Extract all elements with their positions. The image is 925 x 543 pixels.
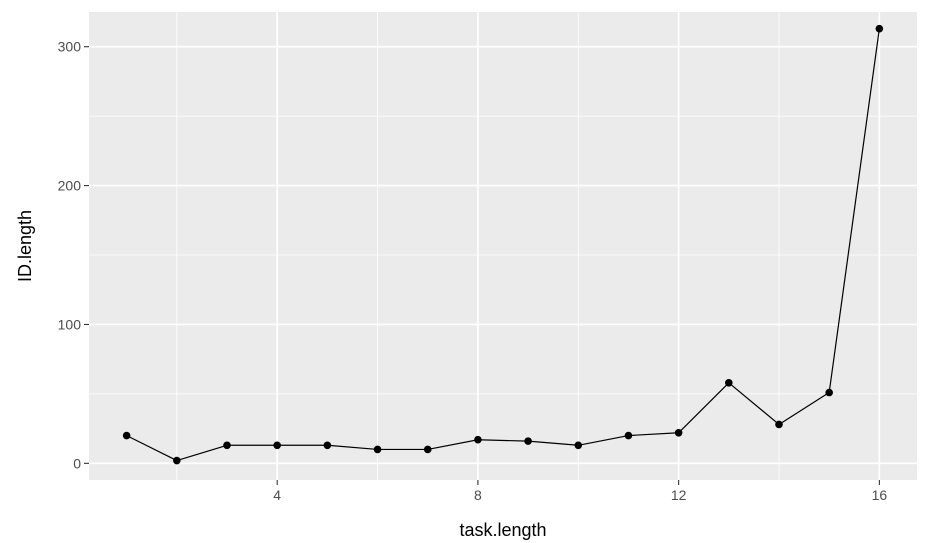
series-lines [126, 28, 880, 462]
series-line-segment [728, 382, 780, 425]
data-point [674, 428, 683, 437]
data-point [725, 378, 733, 387]
data-point [323, 441, 332, 450]
x-tick-label: 8 [474, 487, 482, 503]
series-line-segment [678, 382, 730, 434]
major-grid [89, 12, 917, 480]
series-line-segment [176, 444, 228, 462]
series-line-segment [578, 434, 629, 446]
data-point [173, 456, 181, 465]
data-point [122, 431, 131, 440]
series-line-segment [778, 392, 830, 425]
series-line-segment [628, 432, 679, 437]
plot-panel [89, 12, 917, 480]
data-point [574, 441, 583, 450]
x-tick-label: 12 [671, 487, 687, 503]
data-point [524, 437, 532, 445]
data-point [775, 420, 783, 429]
series-line-segment [828, 28, 880, 393]
y-tick-label: 100 [58, 316, 82, 332]
x-axis-title: task.length [459, 520, 546, 540]
series-line-segment [528, 440, 579, 446]
y-axis: 0 100 200 300 [58, 39, 89, 471]
minor-grid [89, 12, 917, 480]
x-axis: 4 8 12 16 [273, 480, 887, 503]
series-points [122, 24, 884, 465]
data-point [223, 441, 231, 450]
series-line-segment [327, 444, 378, 451]
series-line-segment [427, 439, 479, 451]
data-point [875, 24, 884, 33]
data-point [474, 435, 482, 444]
y-tick-label: 300 [58, 39, 82, 55]
data-point [624, 431, 633, 440]
x-tick-label: 4 [273, 487, 281, 503]
data-point [273, 441, 281, 450]
x-tick-label: 16 [872, 487, 888, 503]
series-line-segment [477, 439, 529, 442]
y-axis-title: ID.length [15, 210, 35, 282]
data-point [825, 388, 833, 397]
series-line-segment [126, 435, 178, 462]
y-tick-label: 200 [58, 178, 82, 194]
y-tick-label: 0 [73, 455, 81, 471]
data-point [373, 445, 382, 454]
data-point [423, 445, 432, 454]
